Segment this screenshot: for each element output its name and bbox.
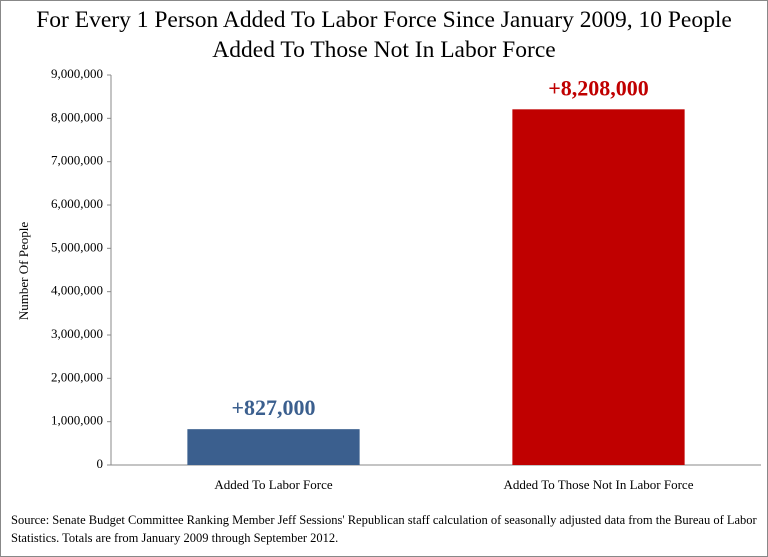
y-axis-label: Number Of People [16, 222, 31, 320]
chart-title: For Every 1 Person Added To Labor Force … [36, 7, 732, 63]
y-tick-label: 8,000,000 [51, 109, 103, 124]
y-tick-label: 7,000,000 [51, 153, 103, 168]
x-tick-label: Added To Those Not In Labor Force [504, 477, 694, 492]
source-note: Source: Senate Budget Committee Ranking … [11, 513, 757, 545]
y-tick-label: 6,000,000 [51, 196, 103, 211]
bar [187, 429, 360, 465]
y-tick-label: 3,000,000 [51, 326, 103, 341]
y-tick-label: 2,000,000 [51, 369, 103, 384]
y-tick-label: 5,000,000 [51, 239, 103, 254]
y-tick-label: 4,000,000 [51, 283, 103, 298]
value-label: +8,208,000 [548, 75, 649, 100]
x-tick-label: Added To Labor Force [214, 477, 333, 492]
y-tick-label: 1,000,000 [51, 413, 103, 428]
value-label: +827,000 [231, 395, 315, 420]
bar [512, 109, 685, 465]
y-tick-label: 9,000,000 [51, 66, 103, 81]
y-tick-label: 0 [97, 456, 104, 471]
